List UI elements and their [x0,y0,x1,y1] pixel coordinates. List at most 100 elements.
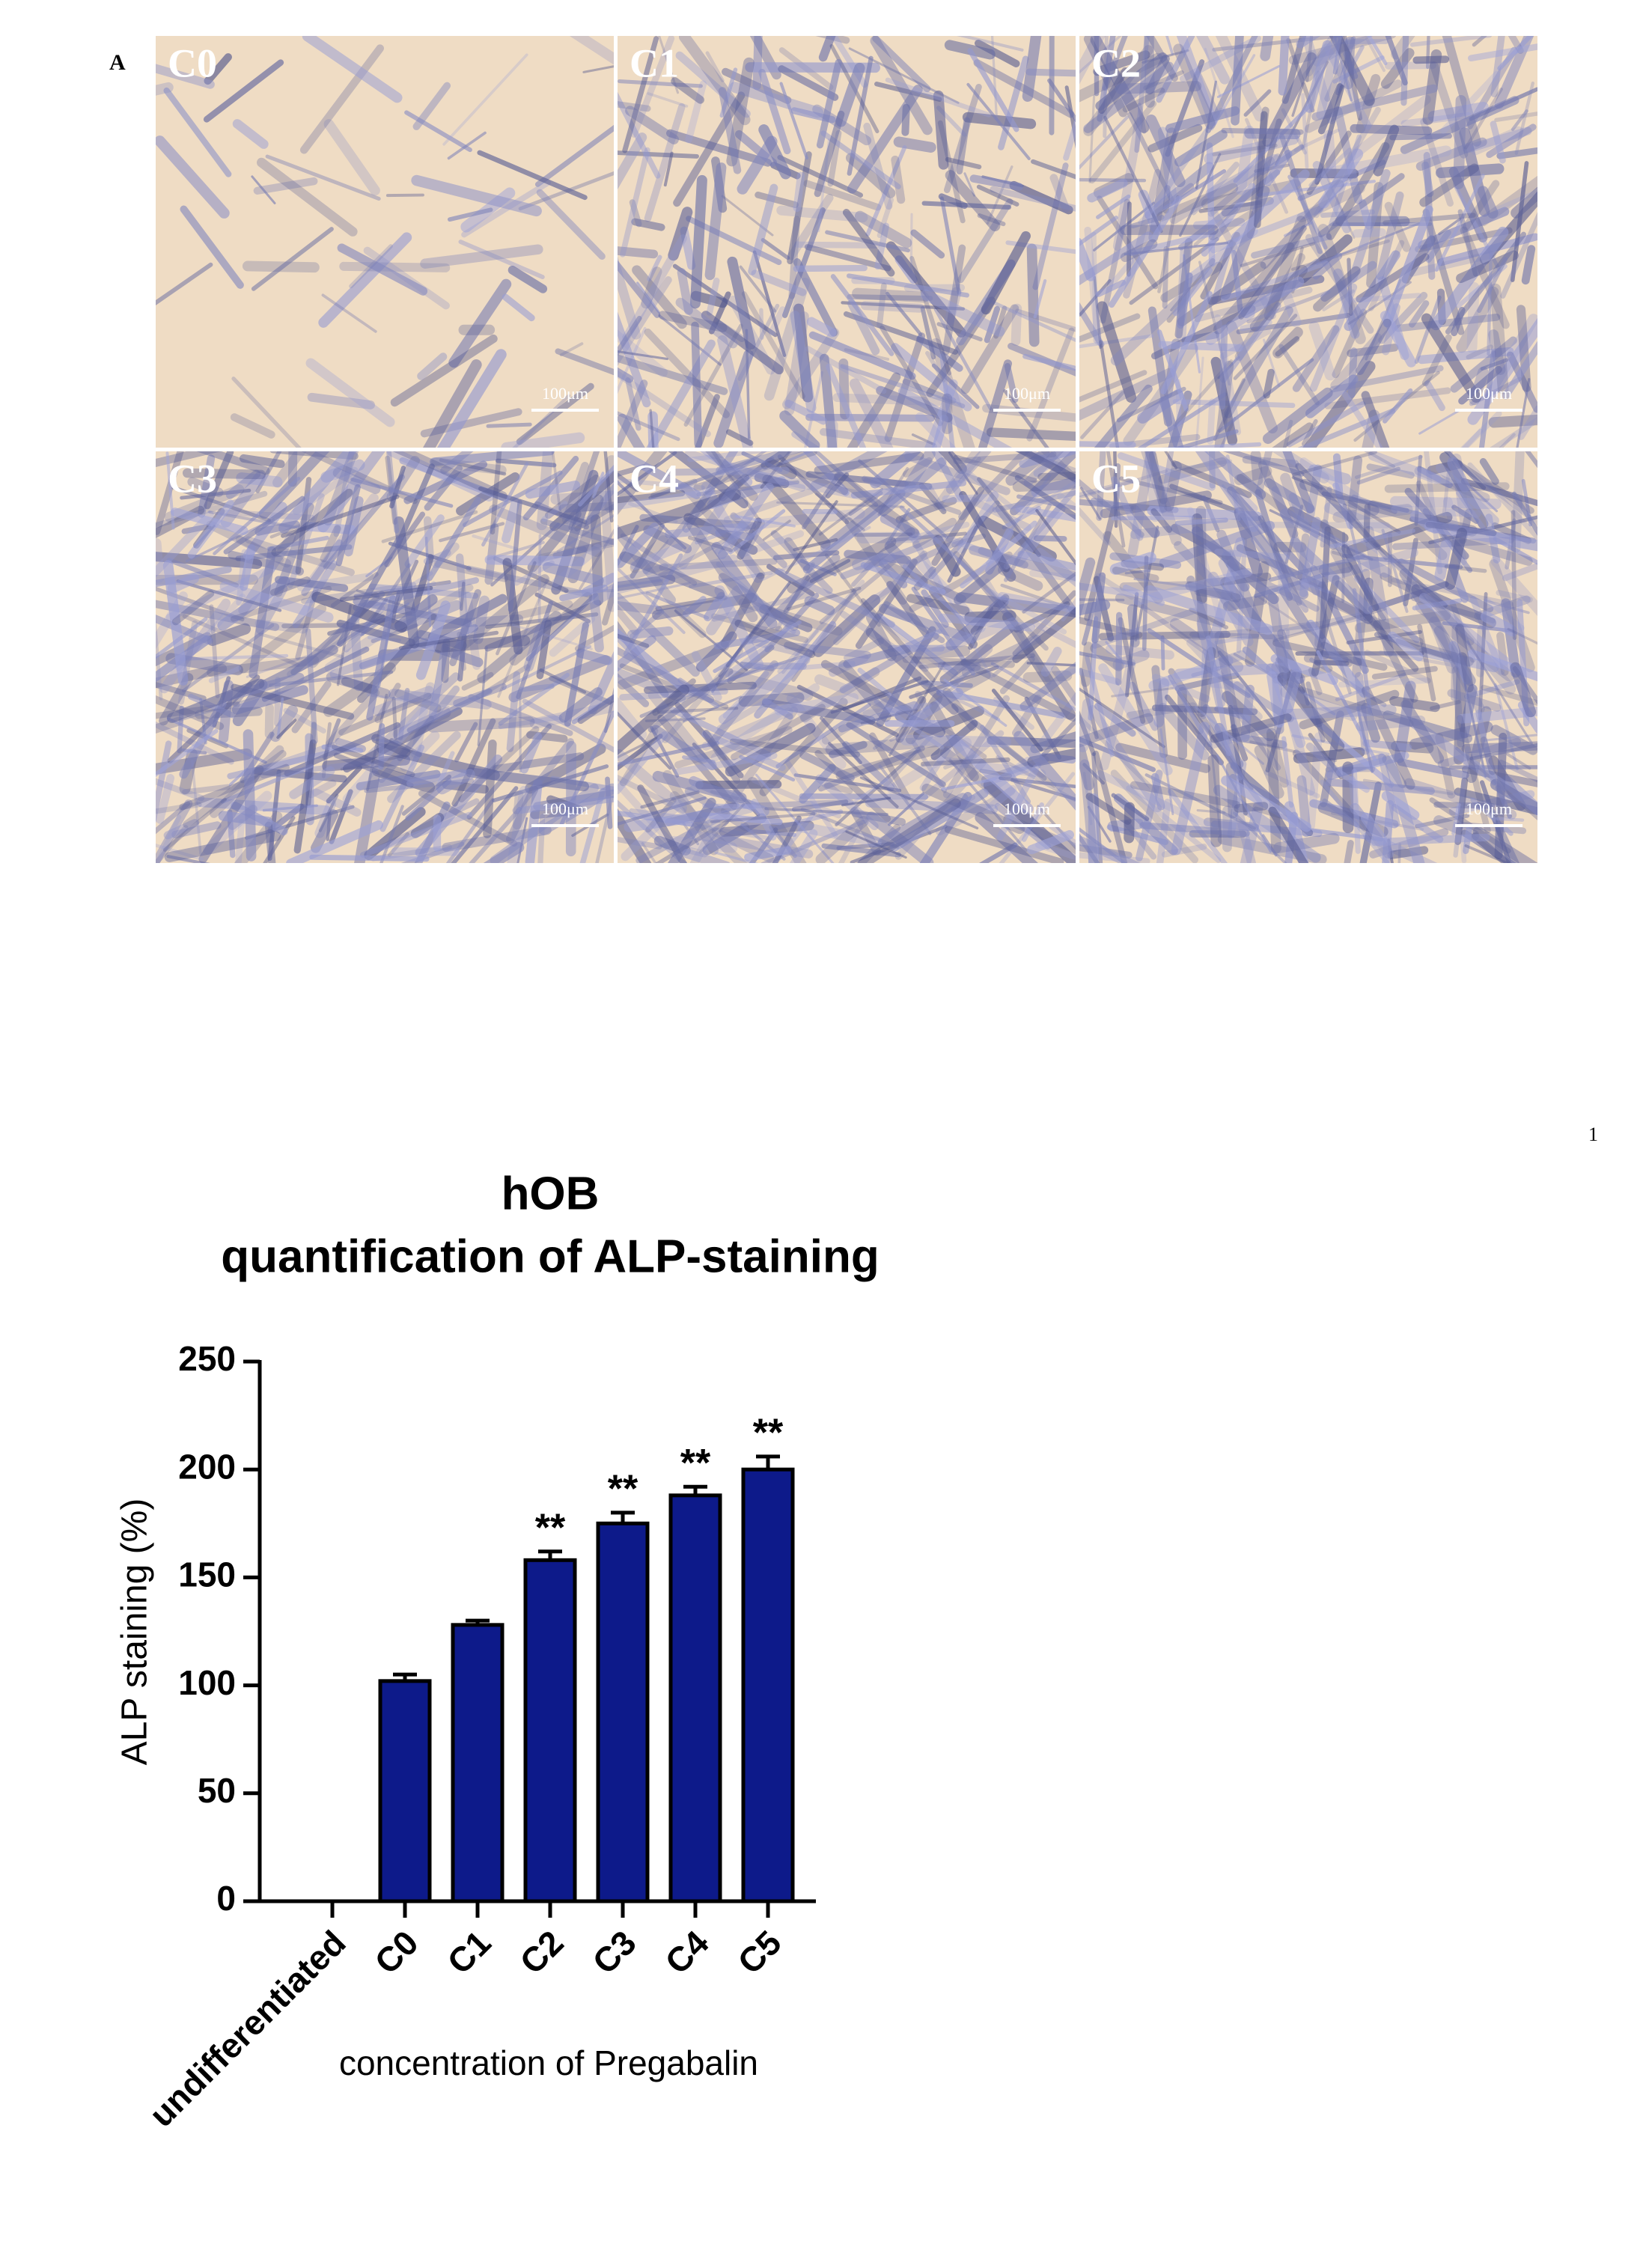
scale-bar-label: 100μm [1466,799,1512,818]
cell [1037,538,1064,539]
cell [670,471,786,472]
cell [1497,819,1522,820]
micrograph: C2 100μm [1022,0,1564,488]
cell [856,534,911,535]
cell [906,740,1006,743]
bar [671,1496,720,1901]
micrograph: C4 100μm [569,420,1123,906]
cell [1389,65,1433,66]
x-tick-label: C3 [585,1923,643,1981]
cell [521,686,552,689]
cell [394,698,396,738]
cell [1238,806,1264,808]
cell [1346,843,1350,868]
cell [539,535,540,621]
cell [1440,545,1446,575]
cell [1085,647,1088,683]
cell [1525,249,1531,281]
cell [1394,509,1477,514]
cell [761,310,762,338]
x-tick-label: C1 [439,1923,498,1981]
cell [1341,680,1424,684]
cell [1032,249,1034,341]
cell [1118,615,1119,683]
x-tick-label: C2 [512,1923,570,1981]
bar [525,1560,575,1901]
micrograph: C5 100μm [1034,391,1594,905]
cell [312,857,427,859]
cell [1177,520,1225,523]
cell [796,268,865,269]
scale-bar-label: 100μm [1004,799,1050,818]
y-axis-label: ALP staining (%) [115,1499,155,1766]
x-tick-label: C5 [730,1923,788,1981]
bar [598,1523,647,1901]
page-number: 1 [1588,1124,1598,1145]
bar [453,1625,502,1901]
cell [1260,588,1287,593]
y-tick-label: 0 [216,1879,236,1918]
y-tick-label: 100 [178,1663,236,1702]
cell [1458,100,1460,183]
cell [1354,772,1358,852]
x-tick-label: undifferentiated [141,1923,353,2135]
micrograph-label: C3 [168,456,217,501]
cell [1129,204,1130,275]
cell [895,159,901,199]
cell [746,665,803,666]
significance-label: ** [753,1412,784,1455]
significance-label: ** [680,1442,711,1485]
cell [1224,130,1301,132]
y-tick-label: 200 [178,1447,236,1486]
cell [695,180,702,303]
cell [1210,402,1213,442]
chart-title: hOB [502,1168,600,1219]
x-axis-label: concentration of Pregabalin [339,2043,758,2082]
cell [1375,838,1487,842]
micrograph-label: C5 [1091,456,1141,501]
cell [1144,558,1147,649]
chart: hOB quantification of ALP-staining ALP s… [115,1168,880,2134]
panel-label: A [109,50,126,75]
cell [945,498,990,499]
cell [248,734,251,856]
cell [1083,704,1088,746]
cell [1213,760,1216,842]
cell [905,108,906,132]
cell [1480,629,1481,673]
y-tick-label: 50 [198,1771,236,1810]
cell [1201,510,1202,635]
x-tick-label: C0 [367,1923,425,1981]
cell [1282,0,1287,91]
cell [1162,345,1240,348]
cell [1121,86,1197,89]
cell [797,176,801,208]
scale-bar-label: 100μm [1466,384,1512,403]
micrograph-label: C0 [168,40,217,85]
cell [1265,25,1269,55]
y-tick-label: 250 [178,1339,236,1378]
micrograph-grid: C0100μmC1100μmC2100μmC3100μmC4100μmC5100… [103,0,1594,918]
cell [857,558,890,564]
x-tick-label: C4 [657,1923,716,1982]
cell [1351,460,1358,518]
cell [1266,372,1271,394]
cell [647,686,753,690]
cell [1394,701,1435,707]
cell [1165,249,1166,305]
cell [1317,662,1347,663]
scale-bar-label: 100μm [1004,384,1050,403]
cell [388,195,423,196]
cell [1392,136,1449,138]
micrograph-label: C2 [1091,40,1141,85]
micrograph-label: C4 [630,456,679,501]
bar [380,1681,430,1901]
y-tick-label: 150 [178,1555,236,1594]
significance-label: ** [535,1507,566,1550]
cell [865,305,920,308]
